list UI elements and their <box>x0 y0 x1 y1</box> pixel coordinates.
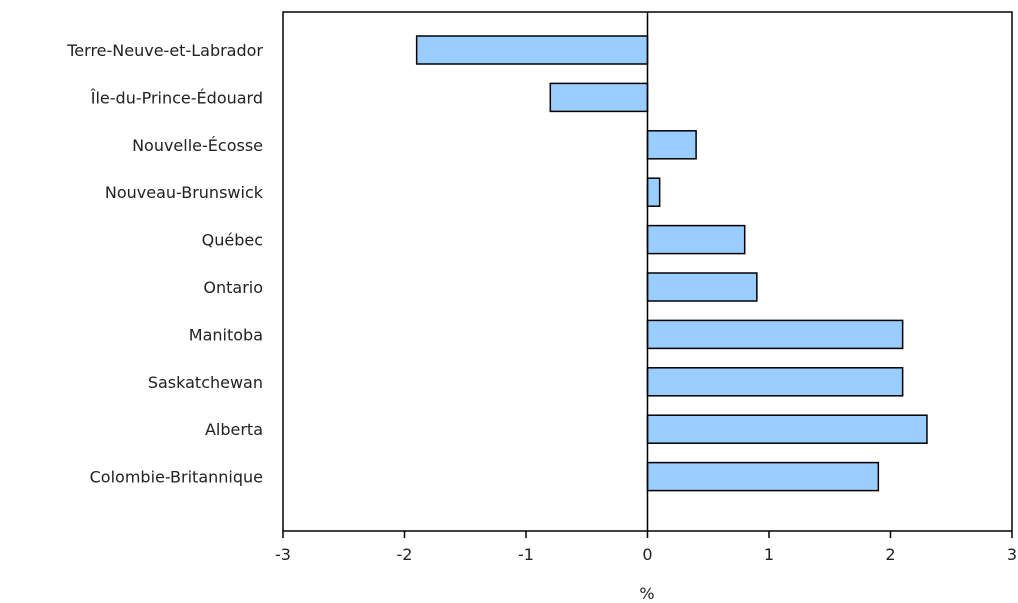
category-label: Colombie-Britannique <box>90 468 263 487</box>
category-label: Saskatchewan <box>148 373 263 392</box>
bar <box>646 224 746 255</box>
category-label: Nouveau-Brunswick <box>105 183 264 202</box>
category-label: Ontario <box>203 278 263 297</box>
category-label: Terre-Neuve-et-Labrador <box>66 41 263 60</box>
bar <box>646 177 661 207</box>
bar <box>646 414 928 444</box>
x-tick-label: -2 <box>397 545 413 564</box>
category-label: Québec <box>202 231 263 250</box>
category-label: Île-du-Prince-Édouard <box>90 88 263 107</box>
category-label: Nouvelle-Écosse <box>132 136 263 155</box>
bar <box>646 461 880 492</box>
x-tick-label: 3 <box>1007 545 1017 564</box>
bar <box>549 82 649 113</box>
bar <box>415 35 649 65</box>
bar <box>646 319 904 350</box>
x-tick-label: 0 <box>642 545 652 564</box>
bar <box>646 130 697 160</box>
x-tick-label: 2 <box>885 545 895 564</box>
x-tick-label: -3 <box>275 545 291 564</box>
bar <box>646 272 758 302</box>
category-label: Manitoba <box>189 325 263 344</box>
x-axis-title: % <box>639 584 654 603</box>
x-tick-label: 1 <box>764 545 774 564</box>
category-label: Alberta <box>205 420 263 439</box>
bar <box>646 367 904 397</box>
x-tick-label: -1 <box>518 545 534 564</box>
